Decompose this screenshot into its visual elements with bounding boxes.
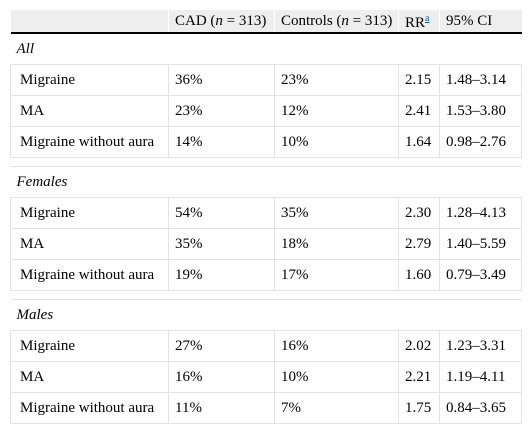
cell-label: Migraine without aura [10, 126, 169, 158]
header-row: CAD (n = 313) Controls (n = 313) RRa 95%… [10, 10, 522, 33]
cell-rr: 2.30 [398, 197, 440, 229]
cell-ci: 1.53–3.80 [439, 95, 522, 127]
cell-rr: 2.02 [398, 330, 440, 362]
cell-ci: 0.98–2.76 [439, 126, 522, 158]
header-cad-suffix: = 313) [222, 12, 267, 29]
table-row: Migraine without aura 14% 10% 1.64 0.98–2.76 [10, 126, 522, 158]
section-spacer-cell [10, 157, 522, 167]
table-row: Migraine without aura 19% 17% 1.60 0.79–3.49 [10, 259, 522, 291]
cell-ci: 1.23–3.31 [439, 330, 522, 362]
cell-cad: 19% [168, 259, 275, 291]
section-title: All [10, 32, 522, 65]
header-controls-prefix: Controls ( [281, 12, 342, 29]
section-title: Females [10, 166, 522, 198]
header-cad-n: n [215, 12, 223, 29]
cell-rr: 2.41 [398, 95, 440, 127]
cell-ci: 1.48–3.14 [439, 64, 522, 96]
cell-rr: 1.75 [398, 392, 440, 424]
header-controls-suffix: = 313) [348, 12, 393, 29]
cell-rr: 2.79 [398, 228, 440, 260]
cell-rr: 2.15 [398, 64, 440, 96]
cell-ci: 1.28–4.13 [439, 197, 522, 229]
header-controls: Controls (n = 313) [274, 10, 399, 33]
table-row: Migraine 36% 23% 2.15 1.48–3.14 [10, 64, 522, 96]
table-row: Migraine 27% 16% 2.02 1.23–3.31 [10, 330, 522, 362]
cell-cad: 16% [168, 361, 275, 393]
header-cad-prefix: CAD ( [175, 12, 216, 29]
cell-controls: 7% [274, 392, 399, 424]
section-header-row: Males [10, 299, 522, 331]
cell-controls: 16% [274, 330, 399, 362]
cell-cad: 14% [168, 126, 275, 158]
cell-label: Migraine [10, 197, 169, 229]
cell-ci: 1.40–5.59 [439, 228, 522, 260]
results-table: CAD (n = 313) Controls (n = 313) RRa 95%… [10, 10, 522, 424]
cell-label: Migraine [10, 330, 169, 362]
cell-label: Migraine without aura [10, 392, 169, 424]
results-table-container: CAD (n = 313) Controls (n = 313) RRa 95%… [10, 10, 522, 424]
header-controls-n: n [341, 12, 349, 29]
cell-ci: 1.19–4.11 [439, 361, 522, 393]
cell-ci: 0.79–3.49 [439, 259, 522, 291]
cell-controls: 18% [274, 228, 399, 260]
table-row: Migraine without aura 11% 7% 1.75 0.84–3.65 [10, 392, 522, 424]
table-body: All Migraine 36% 23% 2.15 1.48–3.14 MA 23% 12% 2.… [10, 32, 522, 424]
table-row: Migraine 54% 35% 2.30 1.28–4.13 [10, 197, 522, 229]
cell-label: MA [10, 95, 169, 127]
cell-controls: 23% [274, 64, 399, 96]
cell-rr: 1.64 [398, 126, 440, 158]
cell-cad: 36% [168, 64, 275, 96]
cell-cad: 11% [168, 392, 275, 424]
cell-controls: 10% [274, 126, 399, 158]
cell-controls: 35% [274, 197, 399, 229]
header-rr-label: RR [405, 15, 426, 31]
cell-cad: 23% [168, 95, 275, 127]
section-header-row: Females [10, 166, 522, 198]
cell-controls: 17% [274, 259, 399, 291]
header-cad: CAD (n = 313) [168, 10, 275, 33]
table-row: MA 16% 10% 2.21 1.19–4.11 [10, 361, 522, 393]
footnote-a-link[interactable]: a [425, 13, 430, 24]
section-title: Males [10, 299, 522, 331]
section-spacer [10, 157, 522, 167]
cell-label: MA [10, 361, 169, 393]
cell-controls: 10% [274, 361, 399, 393]
table-row: MA 35% 18% 2.79 1.40–5.59 [10, 228, 522, 260]
table-row: MA 23% 12% 2.41 1.53–3.80 [10, 95, 522, 127]
cell-ci: 0.84–3.65 [439, 392, 522, 424]
cell-controls: 12% [274, 95, 399, 127]
cell-cad: 27% [168, 330, 275, 362]
cell-cad: 54% [168, 197, 275, 229]
cell-rr: 2.21 [398, 361, 440, 393]
section-header-row: All [10, 32, 522, 65]
cell-label: Migraine [10, 64, 169, 96]
header-rr: RRa [398, 10, 440, 33]
header-label [10, 10, 169, 33]
cell-rr: 1.60 [398, 259, 440, 291]
section-spacer-cell [10, 290, 522, 300]
cell-label: MA [10, 228, 169, 260]
cell-label: Migraine without aura [10, 259, 169, 291]
cell-cad: 35% [168, 228, 275, 260]
section-spacer [10, 290, 522, 300]
header-ci: 95% CI [439, 10, 522, 33]
